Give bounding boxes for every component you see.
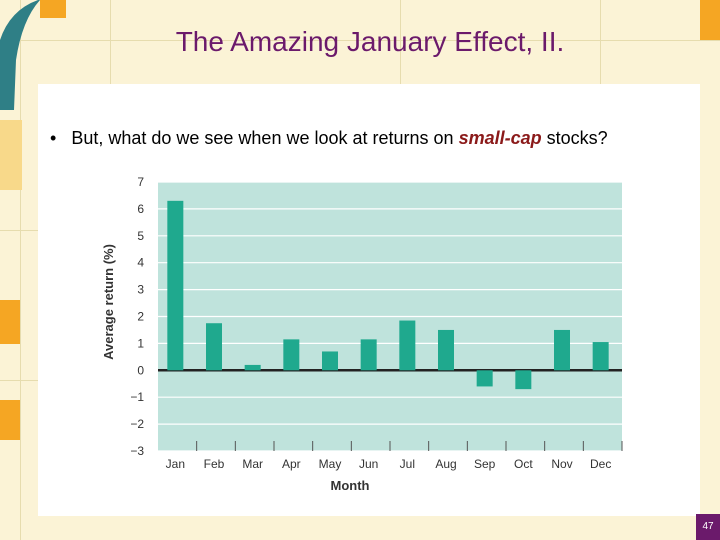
bullet-text-end: stocks? bbox=[541, 128, 608, 148]
x-tick-label: May bbox=[319, 457, 342, 471]
bar-oct bbox=[515, 370, 532, 390]
x-tick-label: Mar bbox=[242, 457, 263, 471]
x-tick-label: Nov bbox=[551, 457, 572, 471]
ticks-layer: 7 6 5 4 3 2 1 0 −1 −2 −3 Jan Feb Mar Apr May Jun Jul Aug Se… bbox=[130, 175, 623, 471]
orange-accent-block bbox=[0, 400, 20, 440]
frame-bottom-band bbox=[0, 516, 720, 540]
bullet-text: But, what do we see when we look at retu… bbox=[71, 128, 459, 148]
bars-layer bbox=[167, 200, 609, 390]
y-tick-label: 2 bbox=[137, 310, 144, 324]
bar-apr bbox=[283, 339, 300, 371]
frame-grid-line bbox=[110, 0, 111, 84]
x-axis-label: Month bbox=[331, 478, 370, 493]
y-tick-label: 4 bbox=[137, 256, 144, 270]
bullet-point: • But, what do we see when we look at re… bbox=[50, 128, 608, 149]
y-tick-label: 5 bbox=[137, 229, 144, 243]
y-tick-label: 7 bbox=[137, 175, 144, 189]
bar-nov bbox=[554, 329, 570, 371]
x-tick-label: Apr bbox=[282, 457, 301, 471]
frame-grid-line bbox=[0, 230, 38, 231]
bullet-marker: • bbox=[50, 128, 57, 148]
orange-accent-block bbox=[700, 0, 720, 40]
x-tick-label: Jan bbox=[166, 457, 185, 471]
slide-number: 47 bbox=[696, 514, 720, 540]
bar-jan bbox=[167, 200, 184, 371]
bar-dec bbox=[592, 342, 609, 371]
y-tick-label: −2 bbox=[130, 417, 144, 431]
x-tick-label: Feb bbox=[204, 457, 225, 471]
bar-chart: 7 6 5 4 3 2 1 0 −1 −2 −3 Jan Feb Mar Apr May Jun Jul Aug Se… bbox=[101, 175, 623, 493]
bar-aug bbox=[438, 329, 454, 371]
frame-grid-line bbox=[0, 380, 38, 381]
frame-grid-line bbox=[600, 0, 601, 84]
page-title: The Amazing January Effect, II. bbox=[175, 26, 565, 57]
bullet-emphasis: small-cap bbox=[458, 128, 542, 148]
y-tick-label: 6 bbox=[137, 202, 144, 216]
frame-grid-line bbox=[20, 0, 21, 540]
y-tick-label: −3 bbox=[130, 444, 144, 458]
frame-grid-line bbox=[400, 0, 401, 84]
frame-grid-line bbox=[0, 40, 720, 41]
y-tick-label: 3 bbox=[137, 283, 144, 297]
bar-jul bbox=[399, 320, 416, 371]
bar-may bbox=[322, 351, 338, 371]
y-tick-label: 0 bbox=[137, 363, 144, 377]
y-tick-label: −1 bbox=[130, 390, 144, 404]
bar-feb bbox=[206, 323, 222, 371]
x-tick-label: Sep bbox=[474, 457, 496, 471]
x-tick-label: Oct bbox=[514, 457, 533, 471]
y-axis-label: Average return (%) bbox=[101, 244, 116, 360]
orange-accent-block bbox=[0, 300, 20, 344]
bar-mar bbox=[244, 364, 261, 371]
x-tick-label: Jun bbox=[359, 457, 378, 471]
light-orange-accent-block bbox=[0, 120, 22, 190]
x-tick-label: Dec bbox=[590, 457, 611, 471]
teal-swoosh-decoration bbox=[0, 0, 40, 110]
bar-sep bbox=[476, 370, 493, 387]
y-tick-label: 1 bbox=[137, 336, 144, 350]
frame-right-band bbox=[700, 0, 720, 540]
x-tick-label: Jul bbox=[400, 457, 415, 471]
x-tick-label: Aug bbox=[435, 457, 456, 471]
orange-accent-block bbox=[40, 0, 66, 18]
bar-jun bbox=[360, 339, 377, 371]
